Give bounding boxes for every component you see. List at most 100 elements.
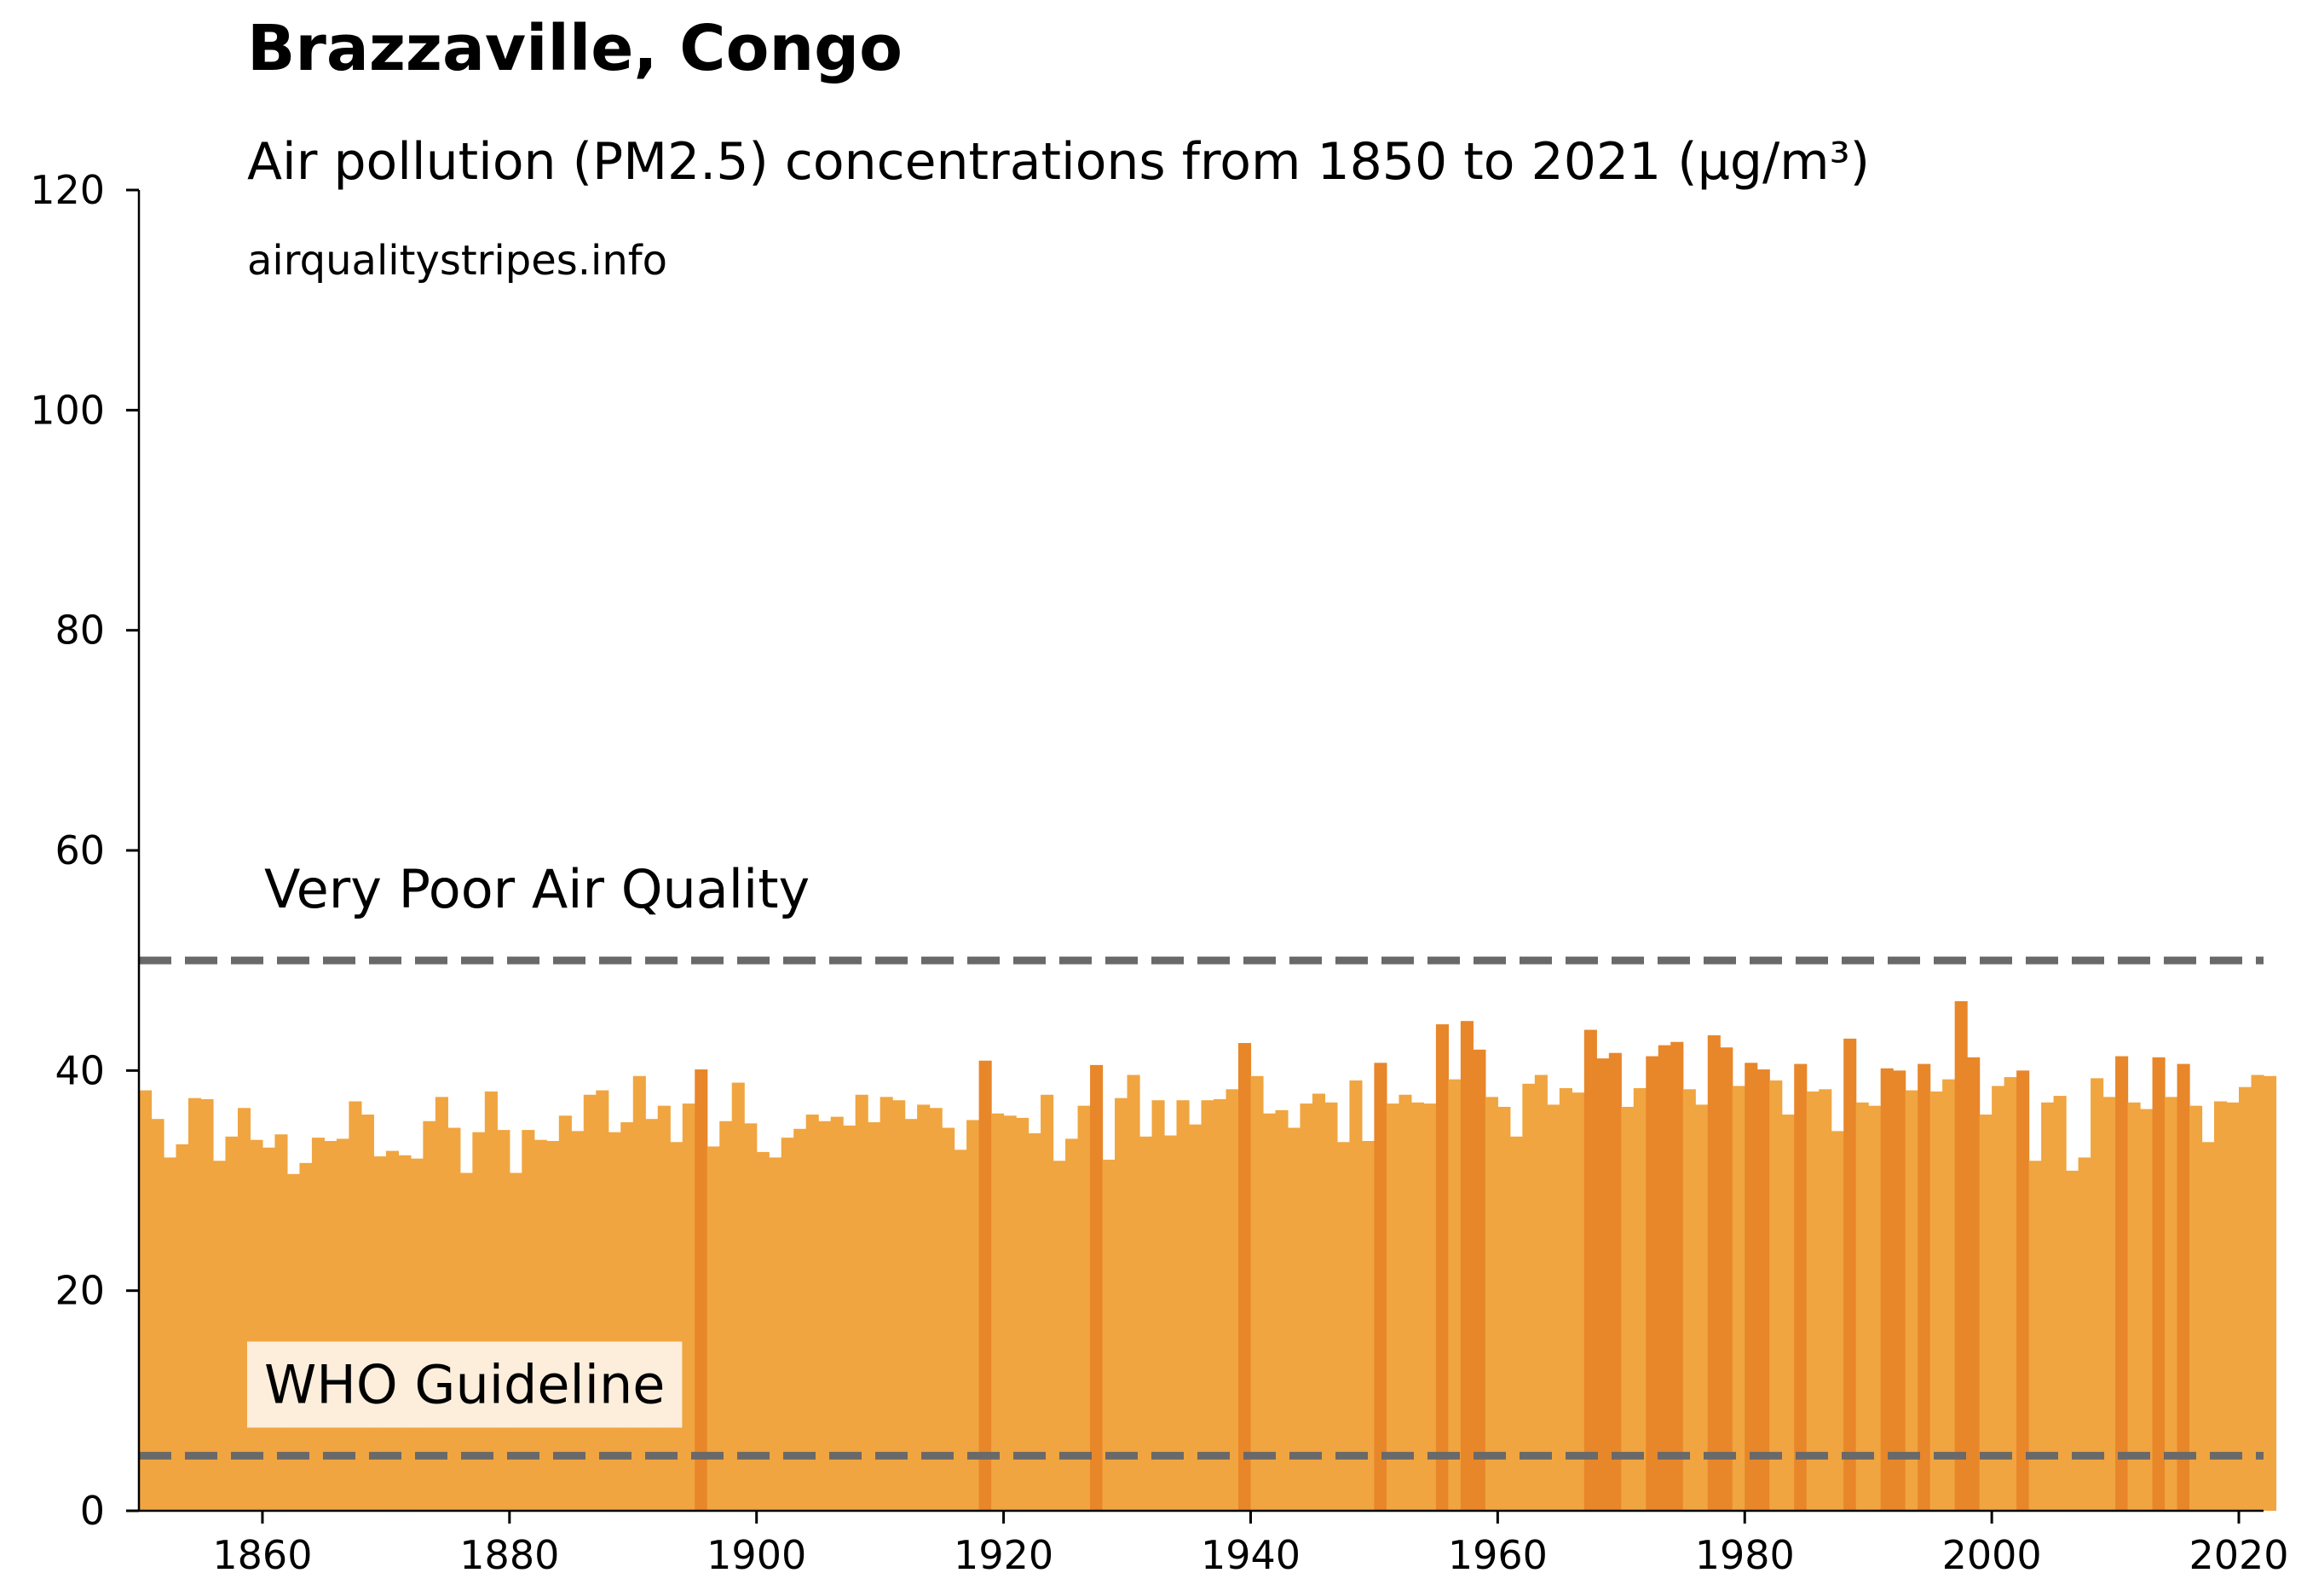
bar-1956 bbox=[1448, 1079, 1462, 1511]
bar-1923 bbox=[1041, 1094, 1054, 1511]
bar-2011 bbox=[2127, 1102, 2141, 1511]
bar-1949 bbox=[1361, 1141, 1376, 1511]
reference-lines-group: Very Poor Air Quality WHO Guideline bbox=[139, 858, 2264, 1460]
y-tick-label-100: 100 bbox=[30, 387, 105, 433]
bar-2021 bbox=[2251, 1075, 2264, 1511]
bar-1919 bbox=[991, 1113, 1005, 1511]
bar-1942 bbox=[1275, 1109, 1289, 1511]
bars-group bbox=[139, 1000, 2277, 1512]
bar-1854 bbox=[187, 1098, 202, 1512]
bar-1950 bbox=[1374, 1063, 1387, 1511]
bar-1953 bbox=[1410, 1102, 1424, 1511]
bar-1909 bbox=[868, 1122, 881, 1511]
bar-1996 bbox=[1942, 1079, 1956, 1511]
bar-1972 bbox=[1646, 1056, 1659, 1511]
y-tick-label-40: 40 bbox=[55, 1047, 105, 1093]
bar-2014 bbox=[2165, 1097, 2178, 1511]
bar-1940 bbox=[1250, 1075, 1264, 1511]
bar-1924 bbox=[1053, 1161, 1066, 1511]
bar-1982 bbox=[1769, 1080, 1783, 1511]
bar-1904 bbox=[805, 1115, 819, 1511]
who-label-background bbox=[247, 1341, 683, 1428]
bar-1957 bbox=[1460, 1021, 1474, 1511]
bar-2002 bbox=[2016, 1070, 2030, 1511]
bar-1979 bbox=[1732, 1086, 1745, 1511]
bar-1935 bbox=[1189, 1124, 1203, 1512]
bar-1886 bbox=[583, 1094, 597, 1511]
bar-1967 bbox=[1583, 1029, 1597, 1511]
bar-1884 bbox=[558, 1115, 572, 1511]
bar-2019 bbox=[2226, 1102, 2240, 1511]
bar-1943 bbox=[1287, 1127, 1301, 1511]
bar-1901 bbox=[769, 1157, 782, 1512]
bar-1989 bbox=[1855, 1102, 1869, 1511]
bar-1947 bbox=[1336, 1142, 1351, 1511]
bar-1981 bbox=[1756, 1069, 1770, 1511]
y-tick-label-20: 20 bbox=[55, 1268, 105, 1314]
x-tick-label-1960: 1960 bbox=[1448, 1532, 1548, 1578]
bar-1964 bbox=[1547, 1104, 1560, 1512]
bar-1973 bbox=[1658, 1045, 1671, 1512]
bar-1874 bbox=[435, 1097, 448, 1511]
bar-2020 bbox=[2239, 1086, 2252, 1511]
bar-2001 bbox=[2004, 1077, 2017, 1511]
bar-1958 bbox=[1473, 1049, 1486, 1511]
bar-1994 bbox=[1918, 1063, 1931, 1511]
bar-1917 bbox=[966, 1120, 980, 1511]
y-tick-label-60: 60 bbox=[55, 827, 105, 873]
bar-1875 bbox=[447, 1127, 461, 1511]
bar-1954 bbox=[1423, 1103, 1437, 1511]
bar-2017 bbox=[2201, 1142, 2215, 1511]
bar-2005 bbox=[2053, 1096, 2067, 1511]
bar-1951 bbox=[1386, 1103, 1399, 1511]
bar-1959 bbox=[1485, 1097, 1498, 1511]
bar-2016 bbox=[2189, 1105, 2203, 1511]
bar-1936 bbox=[1201, 1100, 1214, 1511]
bar-2003 bbox=[2028, 1161, 2042, 1511]
bar-1946 bbox=[1324, 1102, 1338, 1511]
bar-1896 bbox=[707, 1146, 720, 1511]
bar-1887 bbox=[596, 1090, 609, 1511]
bar-1987 bbox=[1831, 1131, 1844, 1512]
bar-1990 bbox=[1868, 1105, 1882, 1511]
bar-2015 bbox=[2177, 1063, 2190, 1511]
bar-2008 bbox=[2091, 1078, 2104, 1512]
bar-2022 bbox=[2264, 1075, 2277, 1511]
bar-1980 bbox=[1745, 1063, 1758, 1511]
bar-1920 bbox=[1003, 1115, 1017, 1511]
bar-1986 bbox=[1819, 1089, 1832, 1511]
bar-1978 bbox=[1720, 1047, 1733, 1511]
bar-1941 bbox=[1262, 1113, 1277, 1511]
bar-1992 bbox=[1893, 1070, 1906, 1511]
bar-1915 bbox=[942, 1127, 955, 1511]
bar-1999 bbox=[1979, 1115, 1993, 1511]
bar-1867 bbox=[349, 1101, 362, 1511]
bar-1906 bbox=[830, 1116, 844, 1511]
bar-1984 bbox=[1794, 1063, 1808, 1511]
reference-label-who: WHO Guideline bbox=[264, 1353, 665, 1415]
bar-1952 bbox=[1399, 1094, 1412, 1511]
bar-2018 bbox=[2214, 1101, 2228, 1511]
bar-1864 bbox=[311, 1138, 326, 1512]
bar-1912 bbox=[904, 1119, 918, 1511]
bar-1853 bbox=[176, 1144, 189, 1512]
bar-2006 bbox=[2066, 1170, 2079, 1512]
bar-1918 bbox=[978, 1060, 992, 1511]
bar-1970 bbox=[1621, 1106, 1635, 1511]
bar-1930 bbox=[1127, 1075, 1140, 1511]
bar-1974 bbox=[1670, 1041, 1684, 1511]
bar-1899 bbox=[744, 1123, 758, 1511]
bar-1939 bbox=[1237, 1043, 1252, 1511]
bar-2013 bbox=[2152, 1057, 2166, 1511]
bar-1852 bbox=[163, 1157, 177, 1512]
bar-1910 bbox=[880, 1097, 893, 1511]
x-tick-label-1900: 1900 bbox=[707, 1532, 806, 1578]
bar-1858 bbox=[237, 1108, 251, 1511]
bar-1983 bbox=[1781, 1115, 1795, 1511]
bar-1914 bbox=[929, 1108, 943, 1511]
x-tick-label-2000: 2000 bbox=[1942, 1532, 2042, 1578]
bar-1938 bbox=[1226, 1089, 1239, 1511]
bar-1922 bbox=[1028, 1132, 1041, 1511]
bar-1962 bbox=[1522, 1083, 1536, 1511]
bar-2007 bbox=[2078, 1157, 2091, 1512]
